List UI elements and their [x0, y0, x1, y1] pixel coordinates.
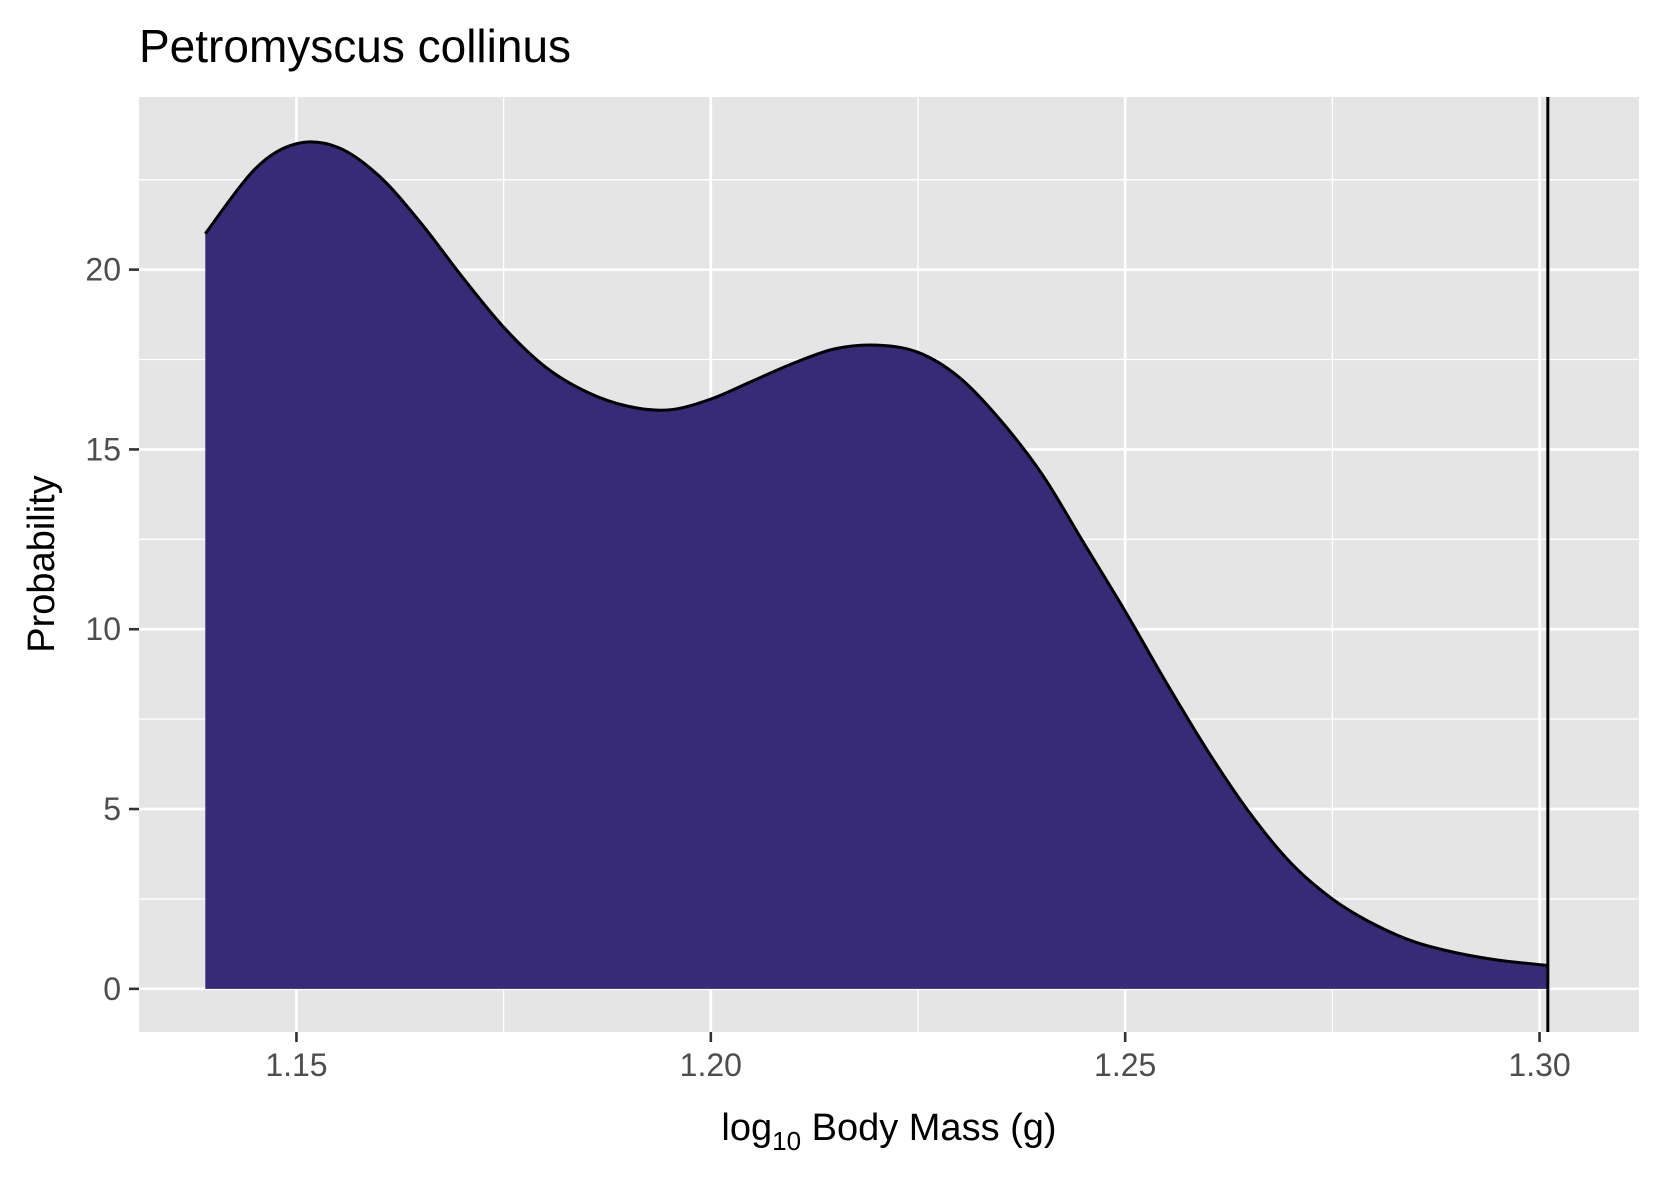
- chart-title: Petromyscus collinus: [139, 20, 571, 72]
- x-axis: 1.15 1.20 1.25 1.30: [265, 1032, 1571, 1083]
- y-tick-label: 20: [85, 252, 121, 288]
- y-tick-label: 10: [85, 611, 121, 647]
- y-tick-label: 5: [103, 791, 121, 827]
- density-area: [205, 141, 1548, 989]
- x-tick-label: 1.25: [1094, 1047, 1156, 1083]
- x-axis-title-suffix: Body Mass (g): [801, 1107, 1057, 1149]
- y-axis: 0 5 10 15 20: [85, 252, 139, 1007]
- y-tick-label: 0: [103, 971, 121, 1007]
- density-curve: [204, 140, 1549, 967]
- x-tick-label: 1.15: [265, 1047, 327, 1083]
- x-tick-label: 1.20: [680, 1047, 742, 1083]
- y-axis-title: Probability: [21, 475, 63, 652]
- x-axis-title-prefix: log: [721, 1107, 772, 1149]
- x-axis-title-subscript: 10: [772, 1126, 801, 1156]
- x-tick-label: 1.30: [1508, 1047, 1570, 1083]
- y-tick-label: 15: [85, 431, 121, 467]
- x-axis-title: log10 Body Mass (g): [721, 1107, 1056, 1156]
